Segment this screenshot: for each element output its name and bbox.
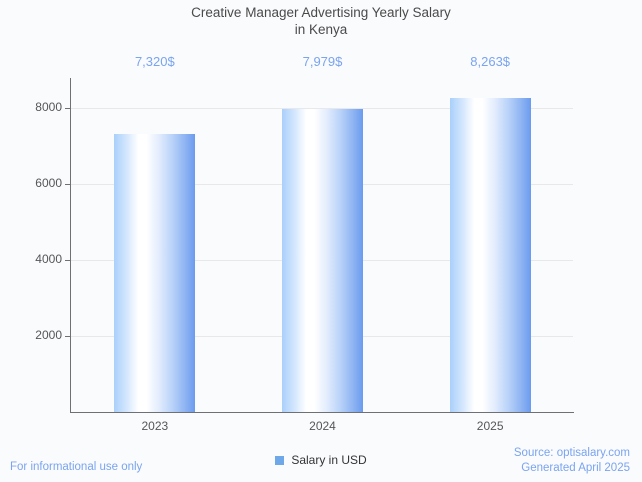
x-axis-line — [70, 412, 574, 413]
bar-value-label: 7,320$ — [134, 54, 175, 69]
footer-disclaimer: For informational use only — [10, 461, 143, 473]
chart-legend[interactable]: Salary in USD — [0, 453, 642, 467]
y-axis-tick — [65, 336, 70, 338]
x-axis-tick-label: 2025 — [476, 419, 504, 433]
chart-title: Creative Manager Advertising Yearly Sala… — [191, 5, 451, 37]
y-axis-tick — [65, 260, 70, 262]
y-axis-tick-label: 2000 — [35, 328, 62, 343]
y-axis-tick-label: 6000 — [35, 176, 62, 191]
footer-generated-line: Generated April 2025 — [521, 462, 630, 474]
legend-color-swatch-icon — [275, 455, 285, 465]
bar-value-label: 7,979$ — [302, 54, 343, 69]
legend-item-label: Salary in USD — [291, 453, 367, 467]
x-axis-tick-label: 2023 — [141, 419, 169, 433]
y-axis-tick — [65, 108, 70, 110]
y-axis-labels: 2000 4000 6000 8000 — [0, 78, 62, 413]
y-axis-tick-label: 4000 — [35, 252, 62, 267]
gridline — [70, 108, 573, 110]
y-axis-tick — [65, 184, 70, 186]
y-axis-tick-label: 8000 — [35, 100, 62, 115]
footer-source-line: Source: optisalary.com — [513, 447, 630, 459]
bar[interactable] — [449, 98, 531, 412]
bar-value-label: 8,263$ — [470, 54, 511, 69]
y-axis-line — [70, 78, 71, 413]
footer-source: Source: optisalary.com Generated April 2… — [514, 446, 630, 476]
x-axis-tick-label: 2024 — [309, 419, 336, 433]
bars-layer — [71, 78, 574, 412]
bar[interactable] — [282, 109, 363, 412]
bar[interactable] — [114, 134, 196, 412]
